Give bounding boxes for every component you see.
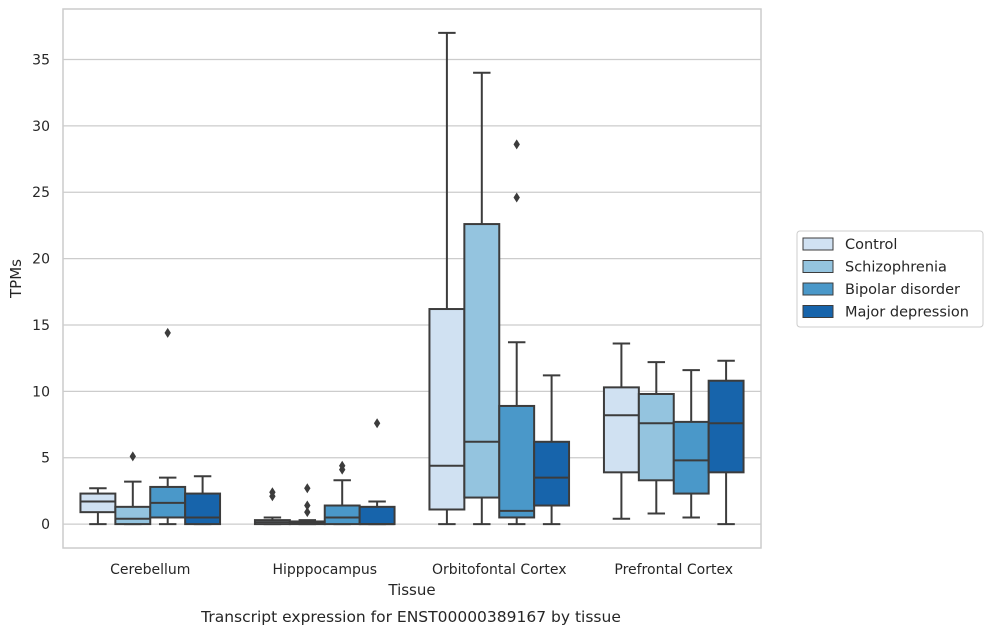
plot-area-frame	[62, 8, 762, 549]
box-group	[533, 374, 571, 526]
box-group	[79, 487, 117, 526]
y-tick-label: 20	[32, 252, 50, 268]
y-tick-label: 35	[32, 52, 50, 68]
y-tick-label: 15	[32, 318, 50, 334]
iqr-box	[498, 404, 536, 519]
legend-label: Bipolar disorder	[845, 282, 960, 298]
y-tick-label: 25	[32, 185, 50, 201]
iqr-box	[114, 505, 152, 526]
box-group	[637, 361, 675, 515]
boxes	[79, 31, 745, 526]
x-tick-labels: Cerebellum Hipppocampus Orbitofontal Corte…	[110, 562, 733, 578]
box-group	[323, 460, 361, 526]
box-group	[602, 342, 640, 520]
box-group	[149, 327, 187, 526]
box-group	[428, 31, 466, 526]
y-tick-label: 10	[32, 384, 50, 400]
gridlines	[63, 58, 761, 525]
legend-swatch	[802, 237, 834, 251]
outlier-point	[129, 451, 136, 462]
outlier-point	[513, 192, 520, 203]
y-tick-label: 30	[32, 119, 50, 135]
legend-frame	[796, 230, 984, 328]
iqr-box	[672, 420, 710, 495]
outlier-point	[164, 327, 171, 338]
legend-swatch	[802, 260, 834, 273]
iqr-box	[707, 379, 745, 474]
y-tick-label: 5	[41, 451, 50, 467]
legend-label: Schizophrenia	[845, 260, 947, 276]
y-tick-label: 0	[41, 517, 50, 533]
legend-swatch	[802, 282, 834, 296]
y-axis-label: TPMs	[7, 259, 25, 299]
outlier-point	[513, 139, 520, 150]
x-tick-label: Hipppocampus	[272, 562, 377, 578]
legend-swatch	[802, 305, 834, 318]
iqr-box	[533, 440, 571, 507]
outlier-point	[304, 500, 311, 511]
iqr-box	[428, 308, 466, 511]
iqr-box	[637, 393, 675, 482]
box-group	[358, 418, 396, 526]
outlier-point	[269, 487, 276, 498]
outlier-point	[339, 460, 346, 471]
iqr-box	[358, 505, 396, 526]
box-group	[288, 483, 326, 526]
iqr-box	[184, 492, 222, 526]
iqr-box	[323, 504, 361, 526]
box-group	[114, 451, 152, 526]
x-axis-label: Tissue	[387, 581, 435, 599]
box-group	[707, 359, 745, 526]
box-group	[463, 71, 501, 526]
box-group	[672, 369, 710, 519]
legend-label: Major depression	[845, 305, 969, 321]
chart-caption: Transcript expression for ENST0000038916…	[200, 608, 621, 626]
outlier-point	[373, 418, 381, 429]
box-group	[184, 475, 222, 526]
x-tick-label: Prefrontal Cortex	[614, 562, 733, 578]
x-tick-label: Cerebellum	[110, 562, 190, 578]
outlier-point	[304, 483, 311, 494]
iqr-box	[602, 386, 640, 474]
y-tick-labels: 0 5 10 15 20 25 30 35	[32, 52, 50, 533]
x-tick-label: Orbitofontal Cortex	[432, 562, 567, 578]
iqr-box	[463, 223, 501, 499]
legend-label: Control	[845, 237, 897, 253]
legend: Control Schizophrenia Bipolar disorder Majo…	[796, 230, 984, 328]
box-group	[253, 487, 291, 526]
box-group	[498, 139, 536, 526]
outlier-point	[304, 507, 311, 518]
iqr-box	[79, 492, 117, 514]
